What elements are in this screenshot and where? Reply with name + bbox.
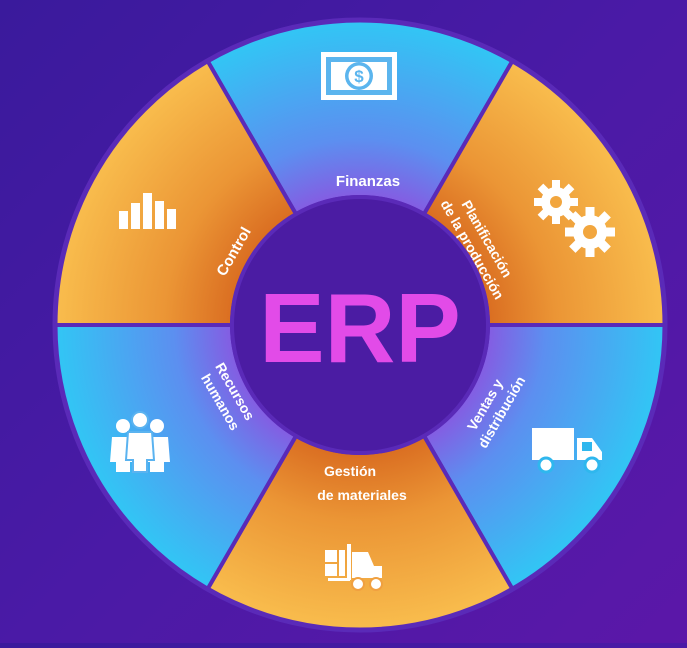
segment-finanzas[interactable]: Finanzas $ [321, 52, 400, 190]
truck-icon [532, 428, 602, 474]
gestion-label-line1: Gestión [324, 463, 376, 479]
wheel-rim [52, 17, 668, 633]
svg-text:Gestión de materiales: Gestión de materiales [317, 463, 407, 503]
gestion-label-line2: de materiales [317, 487, 407, 503]
segment-gestion[interactable]: Gestión de materiales [317, 463, 407, 591]
forklift-icon [325, 544, 383, 591]
people-icon [110, 411, 170, 473]
svg-text:Finanzas: Finanzas [336, 173, 400, 190]
erp-center-label: ERP [259, 273, 461, 383]
finanzas-label: Finanzas [336, 173, 400, 190]
erp-hub [230, 195, 490, 455]
bar-chart-icon [119, 193, 176, 229]
gears-icon [534, 180, 615, 257]
segment-planificacion[interactable]: Planificación de la producción [437, 180, 615, 302]
svg-text:$: $ [354, 67, 364, 86]
money-icon: $ [321, 52, 397, 100]
